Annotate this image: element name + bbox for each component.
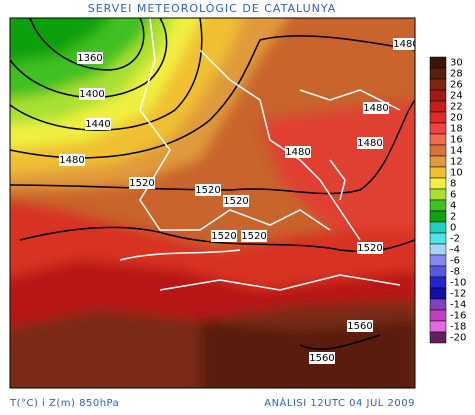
legend-label: 30 <box>450 58 463 69</box>
legend-label: 4 <box>450 201 456 212</box>
legend-swatch <box>429 56 447 69</box>
legend-label: 16 <box>450 135 463 146</box>
map: 1360140014401480148014801480148015201520… <box>10 18 418 388</box>
legend-swatch <box>429 331 447 344</box>
contour-label: 1520 <box>211 231 236 242</box>
footer-left: T(°C) i Z(m) 850hPa <box>9 398 119 409</box>
legend-swatch <box>429 232 447 245</box>
legend-swatch <box>429 166 447 179</box>
contour-label-bg <box>129 177 155 189</box>
contour-label: 1560 <box>347 321 372 332</box>
contour-label: 1400 <box>79 89 104 100</box>
legend-label: -20 <box>450 333 466 344</box>
legend-label: 24 <box>450 91 463 102</box>
legend-swatch <box>429 144 447 157</box>
contour-label-bg <box>309 352 335 364</box>
contour-label: 1560 <box>309 353 334 364</box>
contour-label-bg <box>357 242 383 254</box>
legend-swatch <box>429 177 447 190</box>
contour-label: 1480 <box>393 39 418 50</box>
legend-swatch <box>429 133 447 146</box>
legend-swatch <box>429 243 447 256</box>
legend-label: 2 <box>450 212 456 223</box>
contour-label-bg <box>357 137 383 149</box>
contour-label-bg <box>285 146 311 158</box>
legend-label: 18 <box>450 124 463 135</box>
legend-label: -8 <box>450 267 460 278</box>
legend-label: -16 <box>450 311 466 322</box>
legend-label: 22 <box>450 102 463 113</box>
contour-label: 1520 <box>223 196 248 207</box>
legend-swatch <box>429 100 447 113</box>
legend-swatch <box>429 254 447 267</box>
legend-swatch <box>429 111 447 124</box>
contour-label-bg <box>393 38 415 50</box>
title: SERVEI METEOROLÒGIC DE CATALUNYA <box>88 2 337 15</box>
legend-swatch <box>429 78 447 91</box>
legend-label: 6 <box>450 190 456 201</box>
contour-label-bg <box>241 230 267 242</box>
legend-label: 8 <box>450 179 456 190</box>
legend-label: 14 <box>450 146 463 157</box>
legend-label: -6 <box>450 256 460 267</box>
legend-swatch <box>429 188 447 201</box>
legend-swatch <box>429 199 447 212</box>
contour-label: 1480 <box>59 155 84 166</box>
legend-swatch <box>429 122 447 135</box>
legend-label: -12 <box>450 289 466 300</box>
legend-label: 28 <box>450 69 463 80</box>
contour-label-bg <box>223 195 249 207</box>
legend-swatch <box>429 155 447 168</box>
footer-right: ANÀLISI 12UTC 04 JUL 2009 <box>264 396 415 409</box>
contour-label: 1520 <box>195 185 220 196</box>
legend-swatch <box>429 287 447 300</box>
contour-label: 1520 <box>241 231 266 242</box>
legend-swatch <box>429 276 447 289</box>
legend-label: -10 <box>450 278 466 289</box>
legend-swatch <box>429 89 447 102</box>
contour-label-bg <box>195 184 221 196</box>
legend-label: -4 <box>450 245 460 256</box>
legend-swatch <box>429 221 447 234</box>
contour-label: 1520 <box>357 243 382 254</box>
legend-swatch <box>429 298 447 311</box>
contour-label-bg <box>79 88 105 100</box>
legend-swatch <box>429 265 447 278</box>
legend-label: -18 <box>450 322 466 333</box>
contour-label-bg <box>347 320 373 332</box>
contour-label-bg <box>85 118 111 130</box>
legend-swatch <box>429 309 447 322</box>
contour-label-bg <box>363 102 389 114</box>
legend-label: 12 <box>450 157 463 168</box>
contour-label: 1360 <box>77 53 102 64</box>
contour-label-bg <box>211 230 237 242</box>
contour-label: 1480 <box>357 138 382 149</box>
map-frame <box>9 17 416 389</box>
contour-label: 1440 <box>85 119 110 130</box>
legend-swatch <box>429 67 447 80</box>
contour-label: 1520 <box>129 178 154 189</box>
legend-label: -2 <box>450 234 460 245</box>
legend-label: 10 <box>450 168 463 179</box>
legend-swatch <box>429 210 447 223</box>
legend-label: -14 <box>450 300 466 311</box>
contour-label: 1480 <box>363 103 388 114</box>
legend-label: 20 <box>450 113 463 124</box>
legend-swatch <box>429 320 447 333</box>
contour-label-bg <box>77 52 103 64</box>
contour-label-bg <box>59 154 85 166</box>
contour-label: 1480 <box>285 147 310 158</box>
legend-label: 26 <box>450 80 463 91</box>
legend-label: 0 <box>450 223 456 234</box>
